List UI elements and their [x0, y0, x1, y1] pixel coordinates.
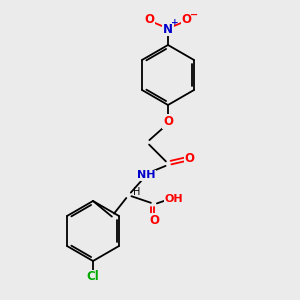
Text: O: O [184, 152, 195, 165]
Text: O: O [149, 214, 159, 227]
Text: H: H [133, 187, 140, 197]
Text: O: O [163, 115, 173, 128]
Text: O: O [182, 13, 192, 26]
Text: +: + [171, 18, 178, 27]
Text: N: N [163, 23, 173, 36]
Text: −: − [190, 9, 198, 20]
Text: O: O [144, 13, 154, 26]
Text: NH: NH [137, 170, 156, 181]
Text: OH: OH [165, 194, 184, 205]
Text: Cl: Cl [87, 270, 99, 283]
